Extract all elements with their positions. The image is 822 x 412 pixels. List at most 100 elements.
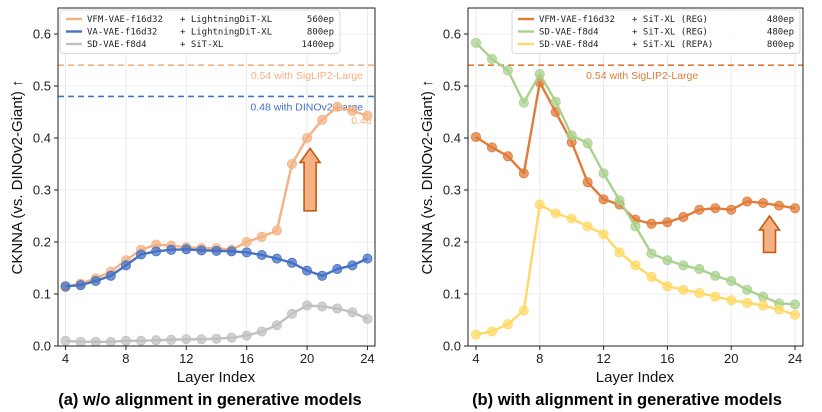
data-point xyxy=(151,246,162,257)
plot-frame-b xyxy=(467,7,804,347)
data-point xyxy=(694,204,705,215)
x-axis-label-b: Layer Index xyxy=(596,369,675,386)
legend-series-epochs: 560ep xyxy=(307,15,334,25)
y-tick-label: 0.1 xyxy=(443,287,461,302)
data-point xyxy=(678,284,689,295)
legend-series-name: VFM-VAE-f16d32 xyxy=(539,15,615,25)
grid-b xyxy=(468,8,803,347)
data-point xyxy=(286,158,297,169)
data-point xyxy=(694,264,705,275)
data-annotation: 0.46 xyxy=(351,115,372,127)
data-point xyxy=(742,196,753,207)
x-tick-label: 12 xyxy=(179,351,193,366)
data-point xyxy=(241,247,252,258)
data-point xyxy=(742,297,753,308)
data-point xyxy=(105,336,116,346)
legend-series-model: + SiT-XL xyxy=(180,40,223,50)
data-point xyxy=(151,335,162,346)
y-tick-label: 0.4 xyxy=(33,131,51,146)
data-point xyxy=(181,244,192,255)
x-tick-label: 24 xyxy=(788,351,802,366)
y-tick-label: 0.4 xyxy=(443,131,461,146)
y-axis-label-a: CKNNA (vs. DINOv2-Giant) ↑ xyxy=(9,79,26,274)
data-point xyxy=(758,291,769,302)
up-arrow-icon xyxy=(757,214,782,254)
y-tick-label: 0.5 xyxy=(443,79,461,94)
data-point xyxy=(196,334,207,345)
y-axis-label-b: CKNNA (vs. DINOv2-Giant) ↑ xyxy=(419,79,436,274)
legend-series-name: SD-VAE-f8d4 xyxy=(539,40,599,50)
x-tick-label: 20 xyxy=(724,351,738,366)
y-tick-label: 0.2 xyxy=(33,235,51,250)
data-point xyxy=(534,199,545,210)
x-tick-label: 4 xyxy=(62,351,69,366)
data-point xyxy=(502,319,513,330)
data-point xyxy=(347,105,358,116)
data-point xyxy=(678,212,689,223)
data-point xyxy=(332,303,343,314)
x-tick-label: 16 xyxy=(660,351,674,366)
data-point xyxy=(332,101,343,112)
data-point xyxy=(256,326,267,337)
y-tick-label: 0.1 xyxy=(33,287,51,302)
data-point xyxy=(470,329,481,340)
data-point xyxy=(75,280,86,291)
data-point xyxy=(678,260,689,271)
data-point xyxy=(662,255,673,266)
data-point xyxy=(486,142,497,153)
data-point xyxy=(646,271,657,282)
ticks-a: 4 8 12 16 20 24 0.0 0.1 0.2 0.3 0.4 0.5 0.6 xyxy=(33,27,375,367)
data-point xyxy=(120,335,131,346)
data-point xyxy=(347,260,358,271)
x-tick-label: 16 xyxy=(239,351,253,366)
x-tick-label: 20 xyxy=(300,351,314,366)
data-point xyxy=(211,245,222,256)
legend-box xyxy=(59,9,341,54)
data-point xyxy=(317,270,328,281)
panel-b-chart: 0.54 with SigLIP2-Large 4 8 12 16 20 24 0.0 0.1… xyxy=(419,7,804,409)
legend-series-model: + SiT-XL (REG) xyxy=(632,15,708,25)
data-point xyxy=(470,131,481,142)
legend-a: VFM-VAE-f16d32 + LightningDiT-XL 560ep VA-V… xyxy=(59,9,341,54)
data-point xyxy=(550,96,561,107)
legend-series-epochs: 480ep xyxy=(767,28,794,38)
data-point xyxy=(518,305,529,316)
data-point xyxy=(136,335,147,346)
data-point xyxy=(90,336,101,346)
data-point xyxy=(241,236,252,247)
legend-series-epochs: 480ep xyxy=(767,15,794,25)
reference-line-label: 0.54 with SigLIP2-Large xyxy=(251,70,363,82)
data-point xyxy=(271,253,282,264)
up-arrow-icon xyxy=(298,147,322,212)
reference-line-label: 0.54 with SigLIP2-Large xyxy=(586,70,698,82)
data-point xyxy=(566,213,577,224)
data-point xyxy=(271,320,282,331)
data-point xyxy=(241,330,252,341)
data-point xyxy=(710,203,721,214)
legend-series-name: SD-VAE-f8d4 xyxy=(539,28,599,38)
caption-a: (a) w/o alignment in generative models xyxy=(58,391,361,409)
data-point xyxy=(226,246,237,257)
data-point xyxy=(502,65,513,76)
x-tick-label: 4 xyxy=(472,351,479,366)
data-point xyxy=(742,284,753,295)
data-point xyxy=(60,281,71,292)
data-point xyxy=(582,221,593,232)
legend-series-epochs: 1400ep xyxy=(301,40,334,50)
plot-frame-a xyxy=(57,7,376,347)
data-point xyxy=(790,309,801,320)
data-point xyxy=(598,168,609,179)
arrow-a xyxy=(298,147,322,212)
data-point xyxy=(256,249,267,260)
x-tick-label: 8 xyxy=(536,351,543,366)
data-point xyxy=(582,138,593,149)
legend-series-model: + LightningDiT-XL xyxy=(180,15,272,25)
legend-series-model: + LightningDiT-XL xyxy=(180,28,272,38)
data-point xyxy=(550,208,561,219)
legend-b: VFM-VAE-f16d32 + SiT-XL (REG) 480ep SD-VAE-… xyxy=(511,9,801,54)
y-tick-label: 0.3 xyxy=(33,183,51,198)
data-point xyxy=(362,313,373,324)
data-point xyxy=(105,270,116,281)
y-tick-label: 0.3 xyxy=(443,183,461,198)
